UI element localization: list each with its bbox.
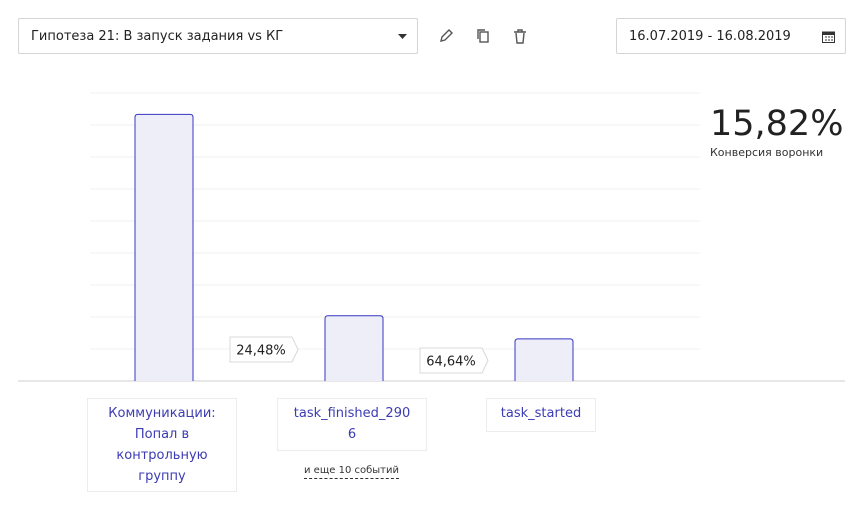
conversion-tag: [229, 336, 299, 363]
total-conversion: 15,82%: [710, 104, 843, 144]
bar: [324, 315, 384, 381]
calendar-icon: [822, 31, 835, 43]
bar: [514, 338, 574, 381]
step-label: Коммуникации: Попал в контрольную группу: [87, 398, 237, 492]
date-range[interactable]: 16.07.2019 - 16.08.2019: [616, 18, 846, 54]
bar: [134, 113, 194, 381]
more-events-link[interactable]: и еще 10 событий: [304, 464, 399, 479]
conversion-label: 64,64%: [426, 355, 476, 370]
total-conversion-caption: Конверсия воронки: [710, 146, 823, 159]
edit-icon[interactable]: [438, 28, 454, 44]
funnel-select-text: Гипотеза 21: В запуск задания vs КГ: [31, 28, 284, 44]
date-range-text: 16.07.2019 - 16.08.2019: [629, 28, 791, 44]
delete-icon[interactable]: [512, 28, 528, 44]
copy-icon[interactable]: [475, 28, 491, 44]
step-label: task_started: [486, 398, 596, 432]
dropdown-arrow: [398, 34, 407, 39]
funnel-select[interactable]: Гипотеза 21: В запуск задания vs КГ: [18, 18, 418, 54]
step-label: task_finished_2906: [277, 398, 427, 451]
conversion-tag: [419, 347, 489, 374]
conversion-label: 24,48%: [236, 344, 286, 359]
